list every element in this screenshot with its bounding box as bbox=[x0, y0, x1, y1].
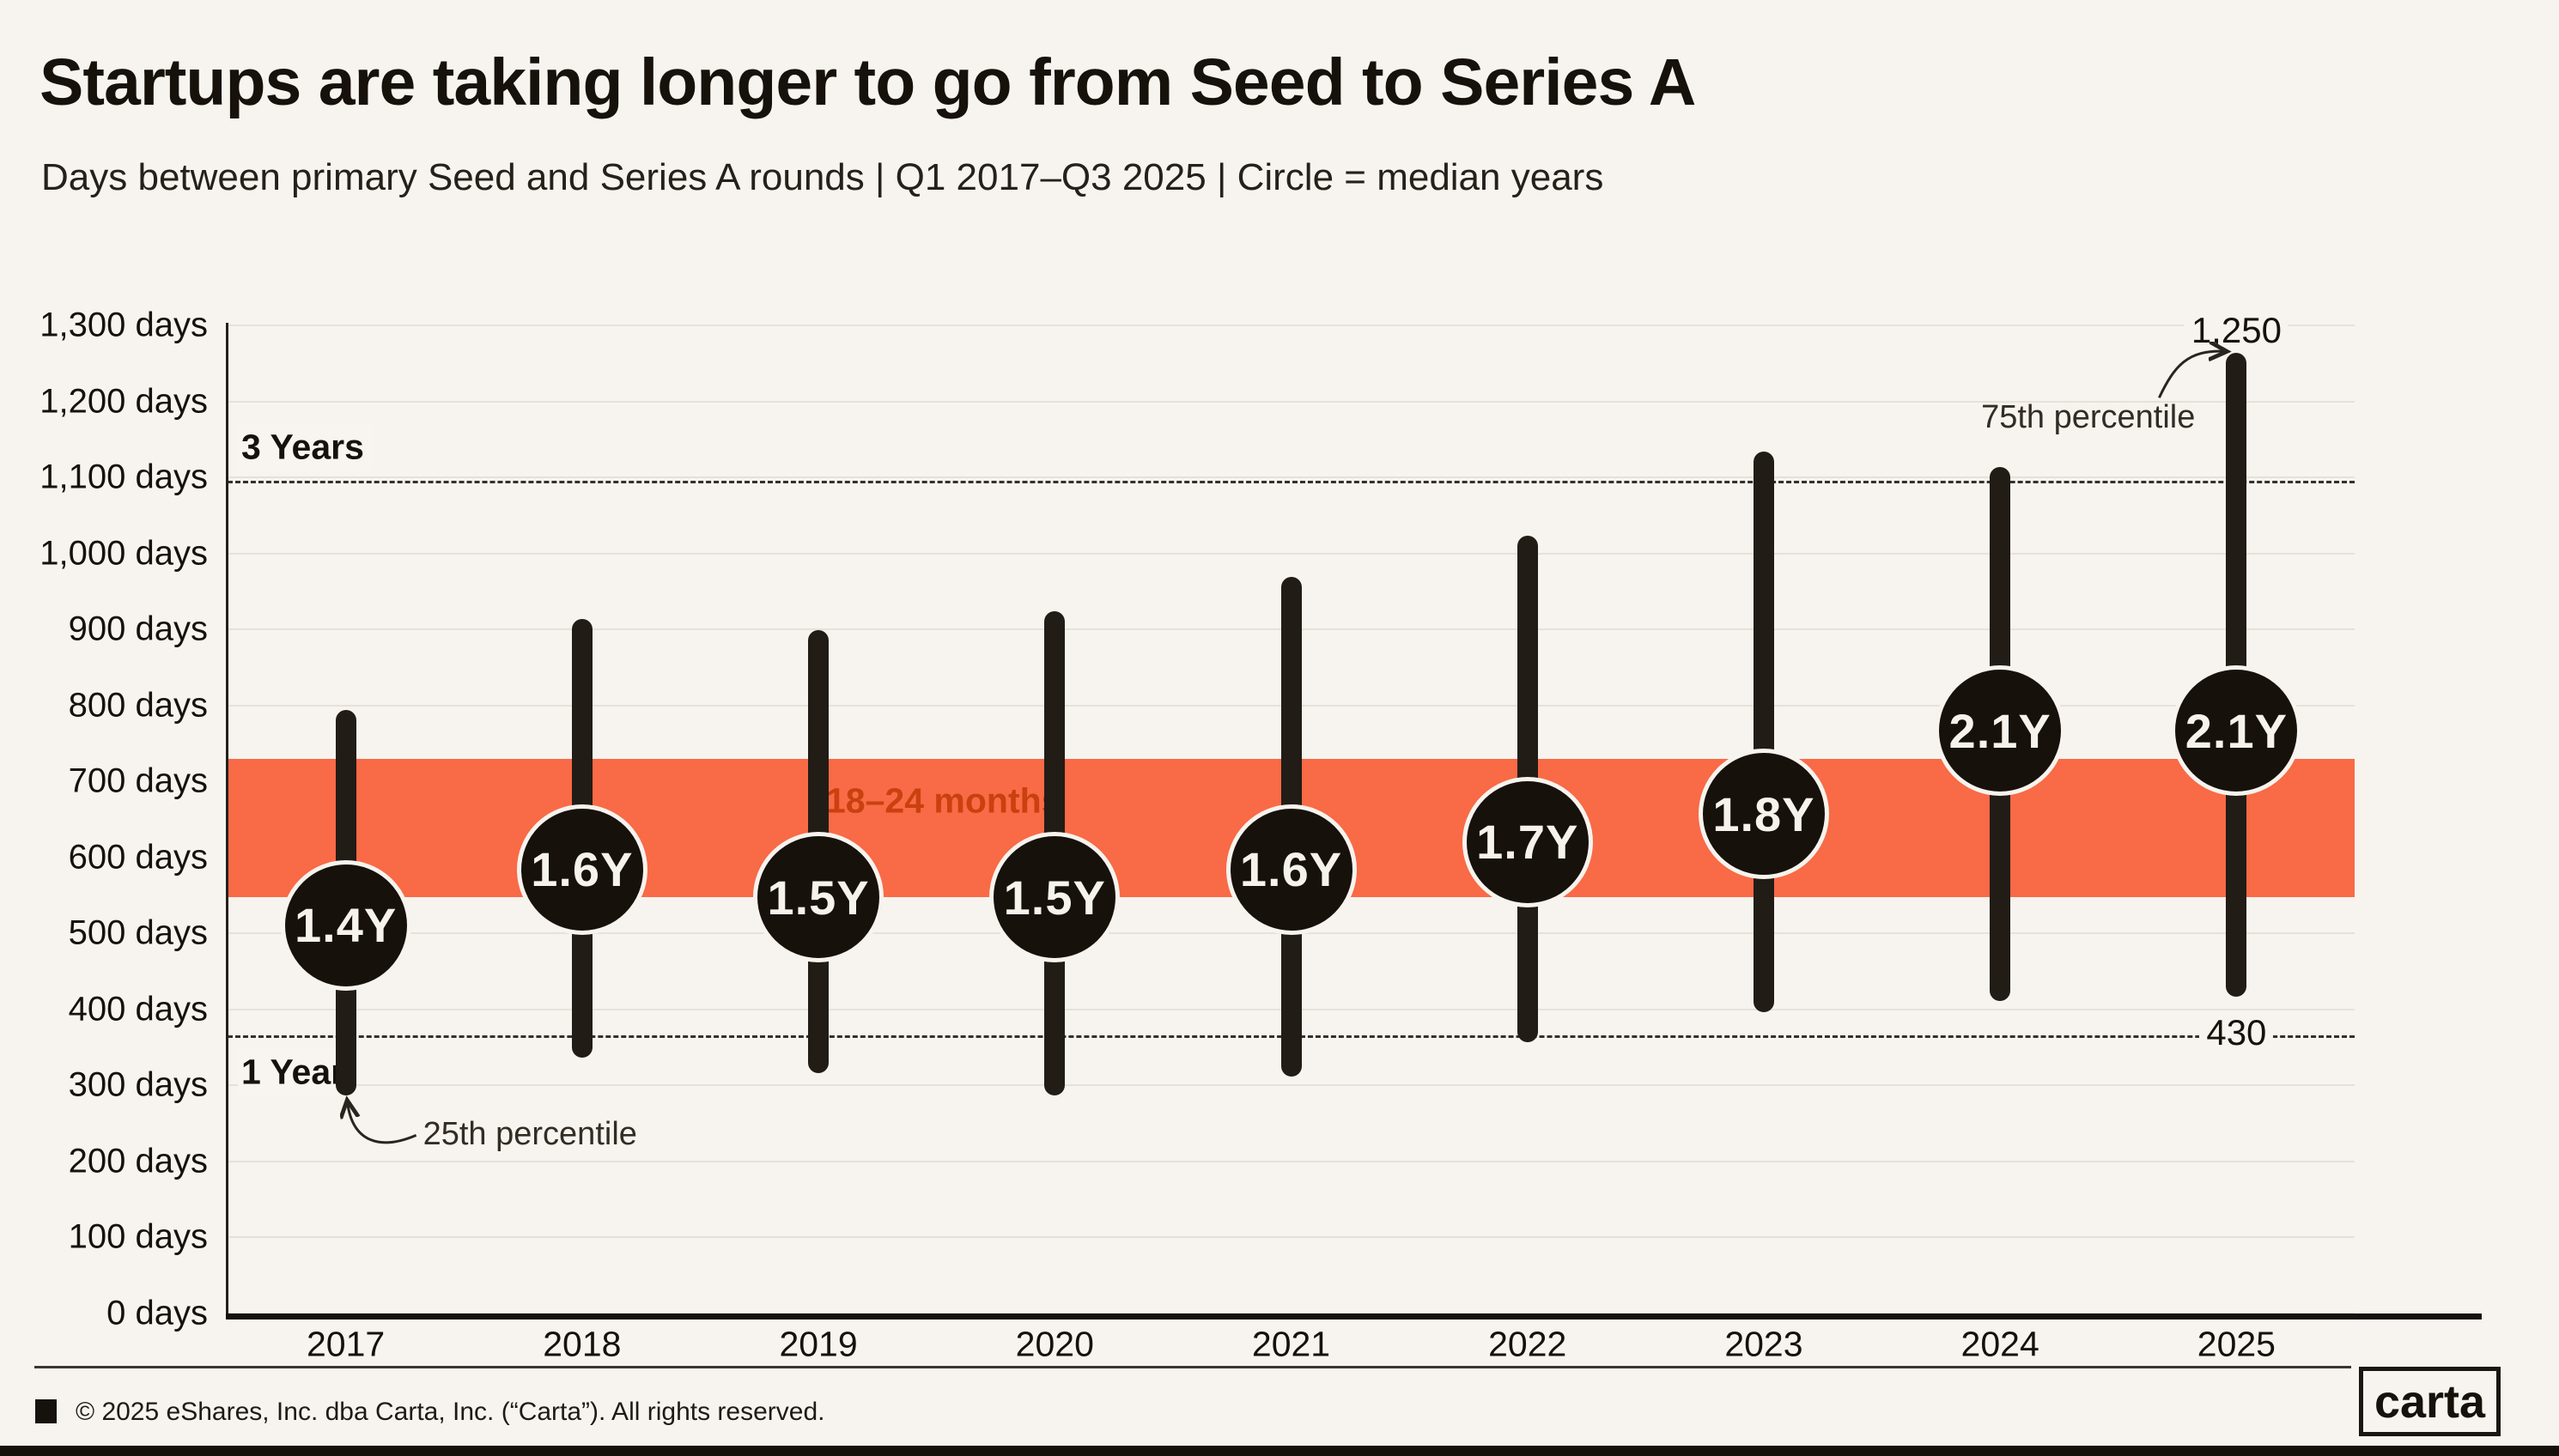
y-axis-tick-label: 700 days bbox=[68, 761, 208, 800]
y-axis-tick-label: 800 days bbox=[68, 686, 208, 725]
footer-divider bbox=[34, 1366, 2351, 1368]
x-axis-tick-2019: 2019 bbox=[779, 1324, 858, 1364]
median-dot-label: 2.1Y bbox=[2185, 703, 2288, 758]
y-axis-tick-label: 1,300 days bbox=[40, 306, 208, 344]
x-axis-tick-2024: 2024 bbox=[1960, 1324, 2039, 1364]
median-dot-2024: 2.1Y bbox=[1935, 665, 2066, 797]
bottom-border-strip bbox=[0, 1446, 2559, 1456]
gridline-1100 bbox=[228, 476, 2355, 479]
annotation-arrow-75th bbox=[2158, 351, 2224, 398]
gridline-100 bbox=[228, 1236, 2355, 1239]
x-axis-tick-2025: 2025 bbox=[2197, 1324, 2276, 1364]
median-dot-label: 1.8Y bbox=[1712, 786, 1815, 841]
gridline-1000 bbox=[228, 552, 2355, 555]
y-axis-tick-label: 900 days bbox=[68, 610, 208, 648]
annotation-25th-percentile: 25th percentile bbox=[422, 1116, 637, 1153]
y-axis-line bbox=[226, 323, 228, 1320]
x-axis-tick-2021: 2021 bbox=[1251, 1324, 1331, 1364]
y-axis-tick-label: 0 days bbox=[106, 1294, 208, 1332]
min-value-label: 430 bbox=[2199, 1011, 2274, 1053]
y-axis-tick-label: 1,200 days bbox=[40, 382, 208, 421]
gridline-1200 bbox=[228, 400, 2355, 403]
percentile-whisker-2023 bbox=[1753, 452, 1774, 1012]
x-axis-tick-2022: 2022 bbox=[1488, 1324, 1567, 1364]
gridline-1300 bbox=[228, 325, 2355, 326]
carta-logo: carta bbox=[2359, 1367, 2501, 1436]
x-axis-tick-2017: 2017 bbox=[307, 1324, 386, 1364]
median-dot-label: 2.1Y bbox=[1948, 703, 2051, 758]
y-axis-tick-label: 300 days bbox=[68, 1065, 208, 1104]
gridline-200 bbox=[228, 1160, 2355, 1162]
x-axis-line bbox=[226, 1313, 2482, 1320]
reference-line-3-years bbox=[228, 480, 2355, 483]
median-dot-2018: 1.6Y bbox=[516, 804, 647, 935]
x-axis-tick-2020: 2020 bbox=[1015, 1324, 1094, 1364]
median-dot-label: 1.6Y bbox=[531, 842, 634, 897]
median-dot-2022: 1.7Y bbox=[1462, 776, 1593, 907]
reference-label: 3 Years bbox=[238, 423, 373, 470]
median-dot-label: 1.5Y bbox=[1003, 870, 1106, 925]
median-dot-2023: 1.8Y bbox=[1698, 749, 1829, 880]
median-dot-label: 1.4Y bbox=[295, 898, 398, 953]
median-dot-2025: 2.1Y bbox=[2171, 665, 2302, 797]
page-title: Startups are taking longer to go from Se… bbox=[40, 46, 1696, 119]
median-dot-2019: 1.5Y bbox=[753, 832, 884, 963]
annotation-arrow-25th bbox=[348, 1102, 417, 1144]
x-axis-tick-2018: 2018 bbox=[543, 1324, 622, 1364]
median-dot-label: 1.5Y bbox=[767, 870, 870, 925]
reference-label: 1 Year bbox=[238, 1048, 354, 1096]
median-dot-2017: 1.4Y bbox=[280, 859, 411, 991]
median-dot-label: 1.7Y bbox=[1476, 815, 1579, 870]
copyright-text: © 2025 eShares, Inc. dba Carta, Inc. (“C… bbox=[76, 1398, 825, 1426]
y-axis-tick-label: 400 days bbox=[68, 990, 208, 1028]
median-dot-2020: 1.5Y bbox=[989, 832, 1121, 963]
annotation-75th-percentile: 75th percentile bbox=[1981, 399, 2196, 436]
median-dot-2021: 1.6Y bbox=[1225, 804, 1357, 935]
carta-logo-text: carta bbox=[2374, 1375, 2486, 1428]
band-label: 18–24 months bbox=[826, 780, 1061, 821]
y-axis-tick-label: 600 days bbox=[68, 838, 208, 877]
page-subtitle: Days between primary Seed and Series A r… bbox=[41, 156, 1604, 198]
y-axis-tick-label: 200 days bbox=[68, 1142, 208, 1180]
y-axis-tick-label: 100 days bbox=[68, 1217, 208, 1256]
y-axis-tick-label: 1,100 days bbox=[40, 458, 208, 496]
y-axis-tick-label: 1,000 days bbox=[40, 534, 208, 573]
carta-square-mark-icon bbox=[35, 1399, 57, 1423]
y-axis-tick-label: 500 days bbox=[68, 913, 208, 952]
x-axis-tick-2023: 2023 bbox=[1724, 1324, 1803, 1364]
gridline-300 bbox=[228, 1084, 2355, 1087]
max-value-label: 1,250 bbox=[2184, 310, 2289, 352]
median-dot-label: 1.6Y bbox=[1239, 842, 1343, 897]
